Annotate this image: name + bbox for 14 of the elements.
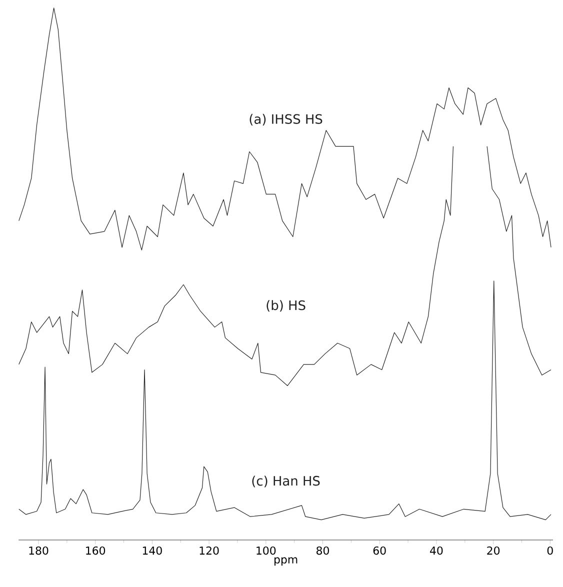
x-tick-label: 60 [373,546,386,555]
x-tick-label: 80 [316,546,329,555]
series-label: (c) Han HS [252,476,320,488]
x-tick-label: 20 [487,546,500,555]
x-tick-label: 140 [142,546,162,555]
x-tick-label: 160 [86,546,106,555]
x-tick-label: 100 [256,546,276,555]
text: (b) HS [266,300,306,312]
series-label: (a) IHSS HS [250,114,322,126]
x-tick-label: 40 [430,546,443,555]
x-tick-label: 120 [200,546,219,555]
x-axis-title: ppm [274,557,298,566]
x-tick-label: 180 [29,546,48,555]
x-tick-label: 0 [547,546,553,555]
